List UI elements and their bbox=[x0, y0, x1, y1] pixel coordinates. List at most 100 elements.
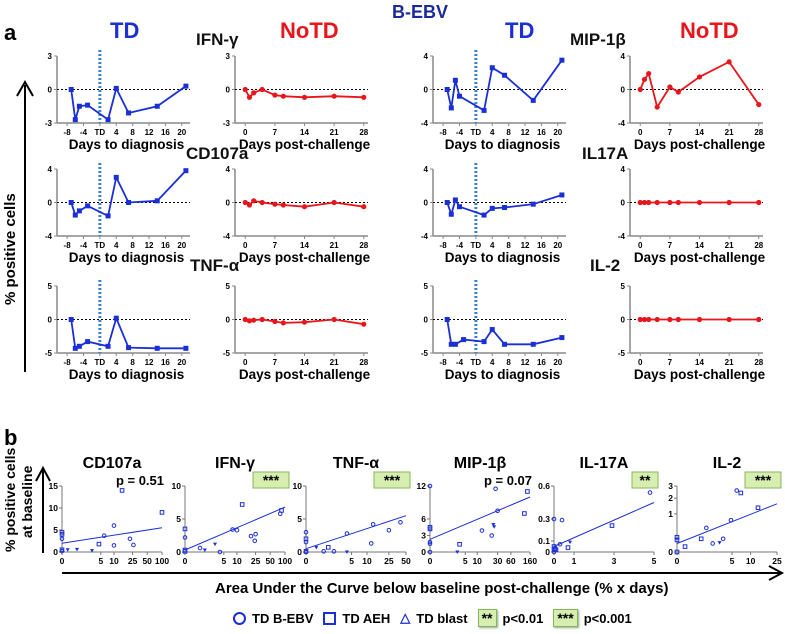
y-tick-label: 2 bbox=[668, 493, 673, 503]
y-tick-label: 0 bbox=[621, 316, 626, 325]
y-tick-label: 12 bbox=[417, 481, 427, 491]
x-axis-label: Days to diagnosis bbox=[445, 137, 561, 152]
regression-line bbox=[429, 496, 531, 540]
y-tick-label: 4 bbox=[424, 165, 429, 174]
x-tick-label: 50 bbox=[265, 556, 275, 566]
x-tick-label: -8 bbox=[64, 358, 72, 367]
data-point bbox=[246, 318, 253, 324]
data-point bbox=[641, 316, 648, 323]
marker-title-mip1b: MIP-1β bbox=[570, 30, 626, 49]
point-bebv bbox=[493, 486, 498, 492]
point-aeh bbox=[698, 536, 704, 542]
data-point bbox=[331, 316, 337, 323]
data-point bbox=[76, 208, 82, 214]
data-point bbox=[696, 316, 703, 323]
x-tick-label: 4 bbox=[490, 128, 495, 137]
data-point bbox=[696, 199, 703, 206]
data-point bbox=[272, 318, 278, 325]
x-axis-label: Days post-challenge bbox=[239, 250, 371, 265]
x-tick-label: 160 bbox=[523, 556, 537, 566]
x-axis-label: Days to diagnosis bbox=[69, 250, 185, 265]
x-tick-label: 5 bbox=[652, 556, 657, 566]
y-tick-label: 4 bbox=[621, 52, 626, 61]
data-point bbox=[76, 103, 82, 109]
x-tick-label: 0 bbox=[60, 556, 65, 566]
x-tick-label: -4 bbox=[456, 241, 464, 250]
point-bebv bbox=[734, 488, 740, 493]
point-bebv bbox=[557, 542, 563, 547]
y-tick-label: 5 bbox=[297, 514, 302, 524]
x-tick-label: 4 bbox=[490, 241, 495, 250]
point-aeh bbox=[674, 549, 680, 555]
point-bebv bbox=[59, 536, 65, 542]
data-point bbox=[154, 103, 160, 109]
data-point bbox=[675, 316, 681, 323]
point-bebv bbox=[111, 543, 117, 548]
x-tick-label: 5 bbox=[463, 556, 468, 566]
data-point bbox=[85, 203, 91, 209]
point-aeh bbox=[182, 549, 188, 554]
x-tick-label: 4 bbox=[114, 128, 119, 137]
data-point bbox=[301, 204, 308, 210]
point-aeh bbox=[325, 545, 331, 550]
x-tick-label: 21 bbox=[725, 241, 734, 250]
y-tick-label: 0 bbox=[48, 316, 53, 325]
data-point bbox=[68, 200, 74, 205]
point-aeh bbox=[239, 502, 245, 507]
data-point bbox=[667, 84, 673, 90]
x-tick-label: 25 bbox=[128, 556, 138, 566]
point-aeh bbox=[159, 510, 165, 515]
y-tick-label: -5 bbox=[45, 349, 53, 358]
y-tick-label: 3 bbox=[668, 481, 673, 491]
x-tick-label: 20 bbox=[177, 241, 186, 250]
x-tick-label: 7 bbox=[273, 128, 278, 137]
x-axis-label: Days post-challenge bbox=[239, 137, 371, 152]
legend-badge-2: ** bbox=[477, 609, 497, 627]
data-point bbox=[76, 343, 82, 349]
y-tick-label: 0.6 bbox=[538, 481, 550, 491]
point-aeh bbox=[682, 544, 688, 549]
x-tick-label: 20 bbox=[553, 358, 562, 367]
data-point bbox=[456, 204, 462, 210]
legend-p3: p<0.001 bbox=[583, 610, 632, 626]
data-point bbox=[502, 205, 508, 211]
y-tick-label: 0 bbox=[226, 199, 231, 208]
x-tick-label: 10 bbox=[472, 556, 482, 566]
x-tick-label: 8 bbox=[506, 358, 511, 367]
series-line bbox=[70, 170, 187, 218]
y-tick-label: 10 bbox=[49, 503, 59, 513]
y-tick-label: 0 bbox=[545, 547, 550, 557]
x-tick-label: 0 bbox=[675, 556, 680, 566]
point-bebv bbox=[331, 549, 337, 554]
y-tick-label: -5 bbox=[421, 349, 429, 358]
x-tick-label: 1 bbox=[572, 556, 577, 566]
x-tick-label: 20 bbox=[177, 128, 186, 137]
legend-bebv: TD B-EBV bbox=[252, 610, 314, 626]
series-line bbox=[446, 194, 563, 218]
point-bebv bbox=[559, 517, 565, 523]
data-point bbox=[301, 94, 308, 100]
x-tick-label: 5 bbox=[221, 556, 226, 566]
x-axis-label: Days to diagnosis bbox=[445, 367, 561, 382]
x-tick-label: 28 bbox=[359, 128, 368, 137]
series-line bbox=[639, 60, 760, 110]
x-axis-label: Days post-challenge bbox=[634, 250, 766, 265]
y-tick-label: -4 bbox=[45, 232, 53, 241]
data-point bbox=[667, 199, 673, 206]
x-tick-label: 16 bbox=[537, 241, 546, 250]
regression-line bbox=[553, 502, 655, 547]
x-tick-label: 8 bbox=[130, 358, 135, 367]
regression-line bbox=[184, 506, 286, 551]
data-point bbox=[251, 317, 257, 323]
x-tick-label: 16 bbox=[161, 358, 170, 367]
series-line bbox=[446, 59, 563, 112]
legend: TD B-EBV TD AEH △ TD blast ** p<0.01 ***… bbox=[233, 609, 632, 627]
y-tick-label: 0 bbox=[424, 199, 429, 208]
data-point bbox=[502, 341, 508, 347]
y-tick-label: 0 bbox=[53, 547, 58, 557]
x-tick-label: 12 bbox=[145, 128, 154, 137]
arrowhead-icon bbox=[768, 565, 785, 581]
y-tick-label: 5 bbox=[621, 282, 626, 291]
x-tick-label: TD bbox=[471, 128, 482, 137]
data-point bbox=[246, 94, 253, 100]
